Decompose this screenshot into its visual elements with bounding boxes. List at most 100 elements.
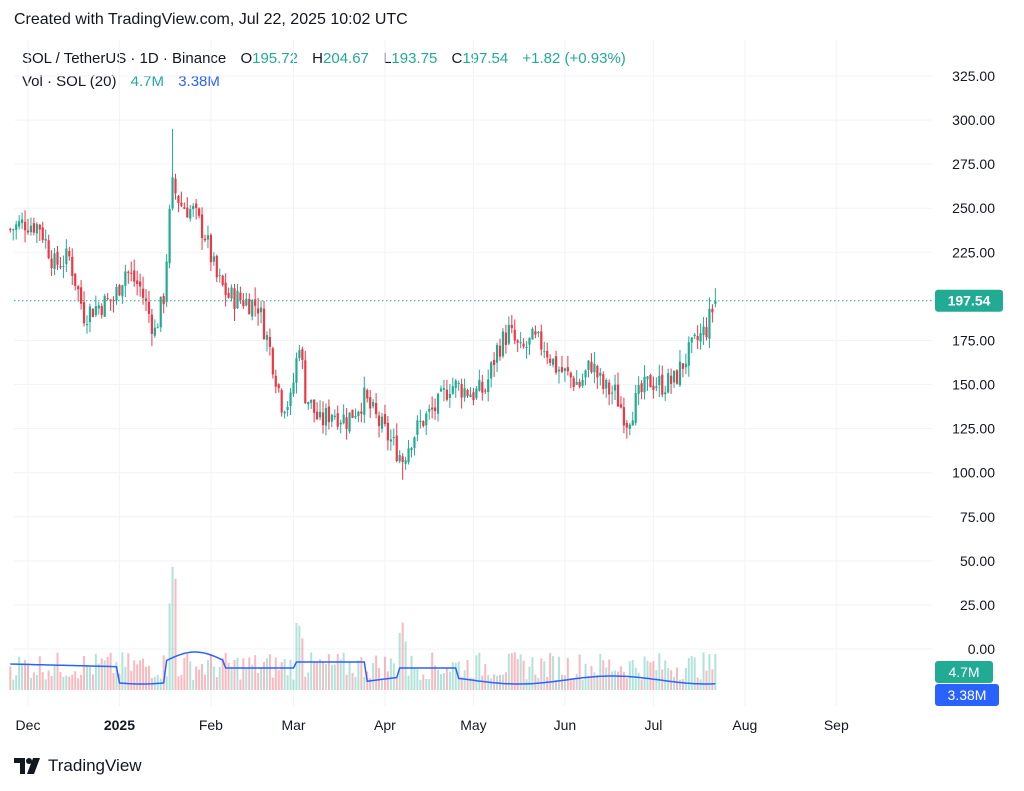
- candle-body: [21, 219, 24, 224]
- volume-bar: [466, 659, 469, 690]
- candle-body: [708, 308, 711, 339]
- candle-body: [141, 288, 145, 298]
- candle-body: [65, 248, 68, 265]
- volume-bar: [622, 671, 625, 690]
- volume-bar: [327, 654, 330, 690]
- candle-body: [168, 208, 171, 264]
- volume-bar: [631, 660, 634, 690]
- candle-body: [195, 203, 198, 208]
- x-tick-label: Jul: [644, 717, 662, 733]
- volume-bar: [38, 656, 41, 690]
- candle-body: [351, 409, 354, 418]
- volume-bar: [348, 661, 351, 690]
- volume-bar: [71, 674, 74, 690]
- volume-bar: [83, 656, 86, 690]
- candle-body: [619, 404, 623, 408]
- candle-body: [596, 366, 599, 378]
- volume-bar: [419, 679, 422, 690]
- candle-body: [622, 407, 625, 426]
- candle-body: [543, 351, 546, 353]
- candle-body: [218, 275, 221, 277]
- candle-body: [631, 420, 634, 426]
- candle-body: [68, 250, 71, 257]
- volume-bar: [265, 658, 268, 690]
- candle-body: [162, 295, 165, 305]
- candle-body: [171, 177, 174, 209]
- volume-bar: [640, 679, 643, 690]
- volume-bar: [115, 661, 118, 690]
- volume-bar: [528, 666, 531, 690]
- candle-body: [112, 300, 115, 302]
- volume-bar: [139, 660, 142, 690]
- candle-body: [100, 306, 103, 315]
- volume-bar: [316, 662, 319, 690]
- volume-bar: [693, 657, 696, 690]
- volume-bar: [555, 679, 558, 690]
- volume-bar: [649, 662, 652, 690]
- candle-body: [569, 372, 572, 378]
- candle-body: [321, 412, 325, 426]
- volume-bar: [59, 672, 62, 690]
- volume-bar: [192, 679, 195, 690]
- x-tick-label: 2025: [104, 717, 135, 733]
- volume-bar: [537, 677, 540, 690]
- volume-bar: [552, 656, 555, 690]
- volume-bar: [268, 654, 271, 690]
- volume-bar: [162, 655, 165, 690]
- candle-body: [159, 296, 162, 328]
- volume-bar: [330, 664, 333, 690]
- volume-bar: [35, 674, 38, 690]
- candle-body: [133, 270, 136, 282]
- volume-bar: [206, 660, 209, 690]
- candle-body: [94, 306, 97, 316]
- volume-bar: [313, 661, 316, 690]
- candle-body: [572, 378, 575, 387]
- candle-body: [44, 238, 47, 241]
- symbol-label[interactable]: SOL / TetherUS · 1D · Binance: [22, 50, 227, 67]
- y-tick-label: 100.00: [952, 465, 995, 481]
- volume-bar: [248, 657, 251, 690]
- volume-bar: [499, 675, 501, 690]
- candle-body: [106, 298, 109, 300]
- volume-bar: [702, 652, 705, 690]
- volume-bar: [637, 672, 640, 690]
- candle-body: [292, 382, 295, 394]
- volume-bar: [195, 666, 198, 690]
- volume-bar: [478, 652, 481, 690]
- candle-body: [180, 202, 183, 206]
- volume-bar: [201, 663, 204, 690]
- volume-bar: [398, 632, 401, 690]
- candle-body: [513, 329, 516, 341]
- candle-body: [528, 337, 531, 345]
- volume-bar: [239, 679, 242, 690]
- candle-body: [380, 416, 384, 429]
- volume-bar: [628, 661, 631, 690]
- candle-body: [661, 374, 664, 395]
- volume-bar: [395, 676, 398, 690]
- candle-body: [139, 281, 142, 287]
- volume-bar: [431, 652, 434, 690]
- candle-body: [304, 360, 307, 404]
- candle-body: [280, 390, 283, 413]
- volume-ma-axis-label: 3.38M: [948, 687, 987, 703]
- volume-bar: [463, 670, 466, 690]
- volume-bar: [425, 678, 428, 690]
- volume-bar: [422, 674, 425, 690]
- candle-body: [265, 335, 269, 340]
- candle-body: [466, 390, 469, 396]
- candle-body: [85, 323, 89, 326]
- candle-body: [150, 314, 153, 334]
- volume-bar: [375, 655, 378, 690]
- candle-body: [672, 370, 676, 383]
- volume-bar: [410, 655, 413, 690]
- candle-body: [289, 392, 292, 406]
- volume-label[interactable]: Vol · SOL (20): [22, 73, 117, 90]
- volume-bar: [186, 653, 189, 690]
- volume-bar: [475, 655, 478, 690]
- volume-bar: [224, 652, 227, 690]
- volume-bar: [469, 677, 472, 690]
- candle-body: [26, 230, 30, 233]
- open-value: 195.72: [252, 50, 298, 67]
- volume-bar: [47, 670, 50, 690]
